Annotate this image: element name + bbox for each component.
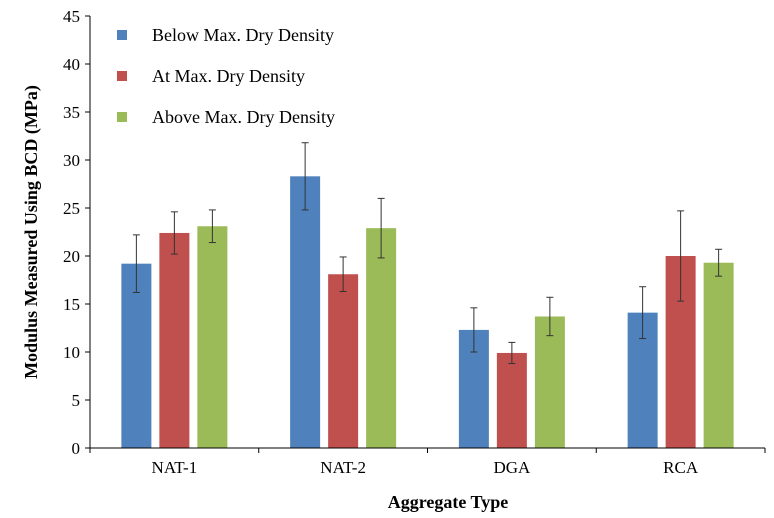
bar[interactable] [496, 352, 527, 448]
x-category-label: NAT-1 [152, 458, 198, 477]
y-axis-ticks: 0 5 10 15 20 25 30 35 40 45 [63, 7, 90, 458]
bar[interactable] [366, 228, 397, 448]
y-tick-label: 20 [63, 247, 80, 266]
legend-swatch [117, 112, 127, 122]
x-category-label: DGA [493, 458, 531, 477]
bar[interactable] [290, 176, 321, 448]
y-axis-title: Modulus Measured Using BCD (MPa) [21, 85, 42, 379]
y-tick-label: 35 [63, 103, 80, 122]
bar[interactable] [534, 316, 565, 448]
bars-layer [121, 176, 734, 448]
legend-entry-label[interactable]: Below Max. Dry Density [152, 25, 334, 45]
x-category-label: NAT-2 [320, 458, 366, 477]
bar[interactable] [197, 226, 228, 448]
legend-swatch [117, 30, 127, 40]
bar[interactable] [703, 262, 734, 448]
bar[interactable] [159, 232, 190, 448]
legend-entry-label[interactable]: Above Max. Dry Density [152, 107, 335, 127]
y-tick-label: 25 [63, 199, 80, 218]
bar[interactable] [121, 263, 152, 448]
y-tick-label: 40 [63, 55, 80, 74]
y-tick-label: 45 [63, 7, 80, 26]
legend-entry-label[interactable]: At Max. Dry Density [152, 66, 305, 86]
y-tick-label: 0 [72, 439, 81, 458]
y-tick-label: 30 [63, 151, 80, 170]
x-axis-title: Aggregate Type [388, 492, 508, 512]
legend-swatch [117, 71, 127, 81]
error-bars-layer [132, 142, 723, 365]
y-tick-label: 10 [63, 343, 80, 362]
legend[interactable]: Below Max. Dry Density At Max. Dry Densit… [117, 25, 335, 127]
y-tick-label: 5 [72, 391, 81, 410]
x-axis-categories: NAT-1 NAT-2 DGA RCA [89, 448, 766, 477]
x-category-label: RCA [663, 458, 699, 477]
bar[interactable] [328, 274, 359, 448]
y-tick-label: 15 [63, 295, 80, 314]
